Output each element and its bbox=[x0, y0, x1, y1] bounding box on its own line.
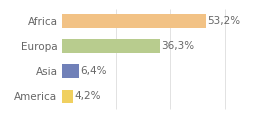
Text: 4,2%: 4,2% bbox=[74, 91, 101, 101]
Bar bbox=[62, 14, 206, 28]
Bar bbox=[62, 90, 73, 103]
Text: 6,4%: 6,4% bbox=[80, 66, 107, 76]
Bar bbox=[62, 64, 79, 78]
Text: 53,2%: 53,2% bbox=[207, 16, 241, 26]
Bar bbox=[62, 39, 160, 53]
Text: 36,3%: 36,3% bbox=[162, 41, 195, 51]
